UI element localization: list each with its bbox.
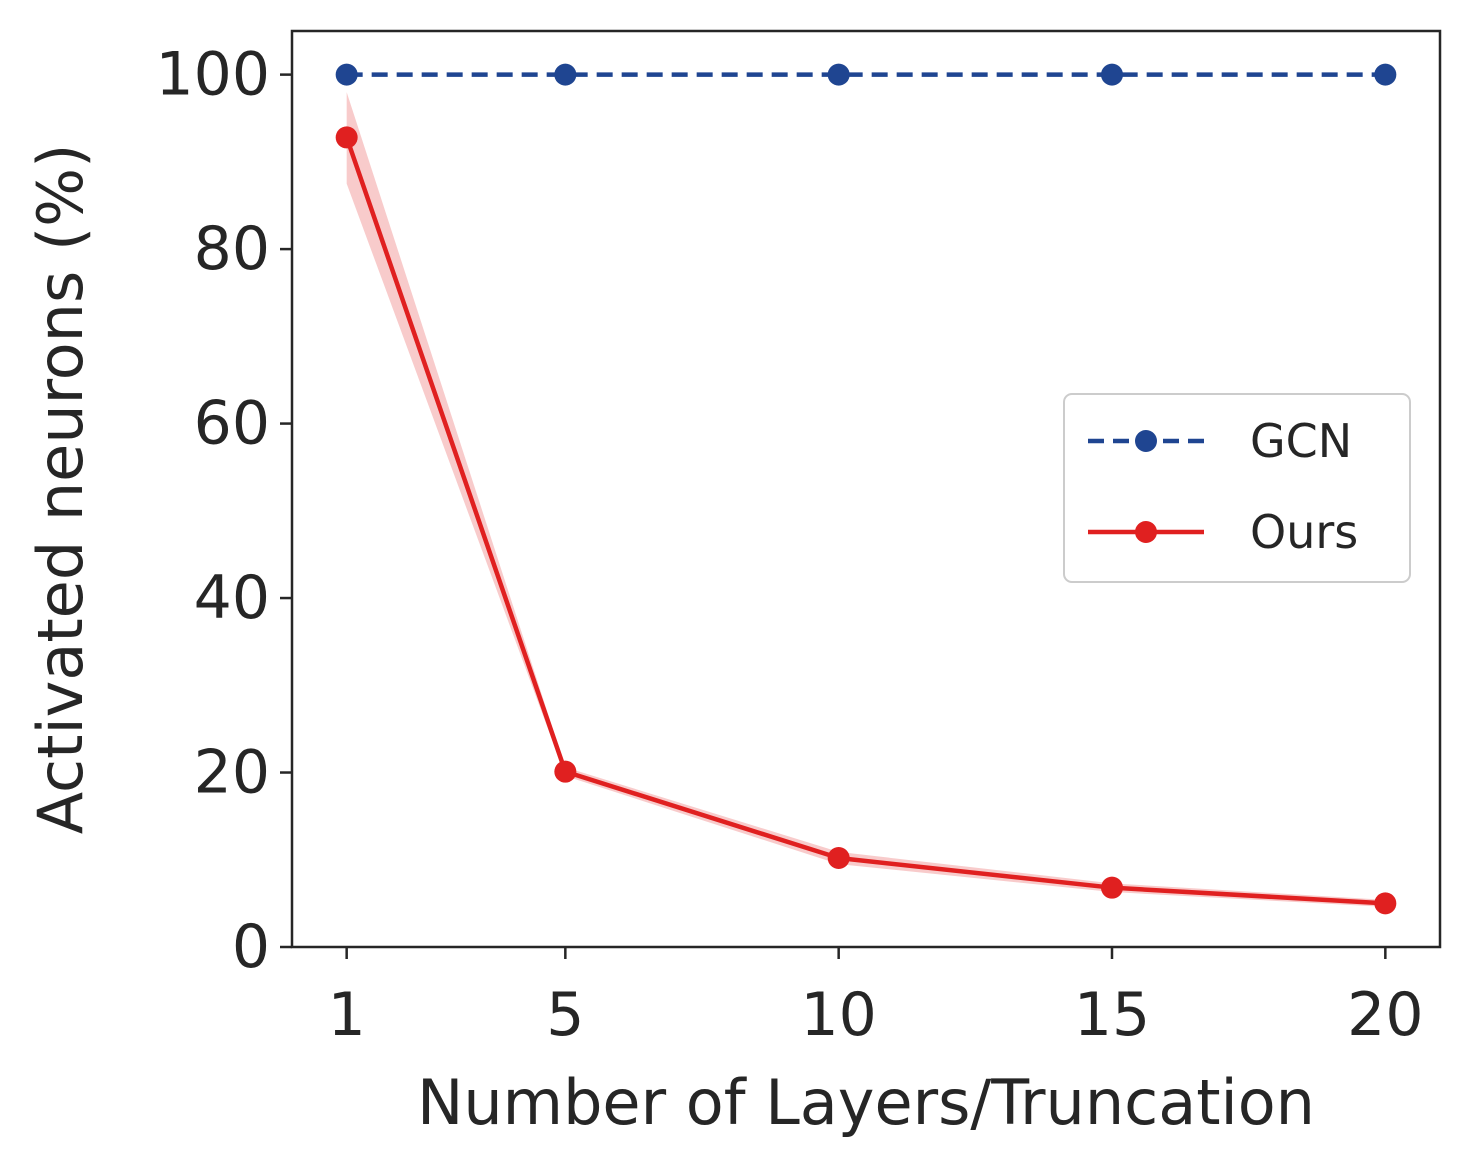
x-axis-label: Number of Layers/Truncation: [417, 1066, 1315, 1139]
legend-ours-marker: [1135, 521, 1157, 543]
series-layer: [335, 63, 1397, 915]
x-tick-label: 20: [1347, 980, 1423, 1050]
gcn-data-point: [335, 63, 358, 86]
x-tick-label: 1: [328, 980, 366, 1050]
y-tick-label: 100: [155, 40, 270, 110]
ours-data-point: [827, 847, 850, 870]
gcn-data-point: [827, 63, 850, 86]
y-tick-label: 0: [232, 912, 270, 982]
y-tick-label: 60: [194, 389, 270, 459]
ours-data-point: [554, 760, 577, 783]
x-axis: 1 5 10 15 20: [328, 947, 1424, 1050]
legend-ours-label: Ours: [1250, 505, 1358, 559]
legend-gcn-marker: [1135, 430, 1157, 452]
x-tick-label: 15: [1074, 980, 1150, 1050]
y-axis: 0 20 40 60 80 100: [155, 40, 292, 982]
ours-data-point: [1374, 892, 1397, 915]
gcn-data-point: [554, 63, 577, 86]
gcn-data-point: [1374, 63, 1397, 86]
legend-gcn-label: GCN: [1250, 414, 1352, 468]
x-tick-label: 10: [800, 980, 876, 1050]
y-tick-label: 80: [194, 214, 270, 284]
legend: GCN Ours: [1063, 393, 1411, 583]
y-tick-label: 20: [194, 738, 270, 808]
x-tick-label: 5: [546, 980, 584, 1050]
ours-data-point: [1101, 876, 1123, 899]
legend-items: GCN Ours: [1088, 414, 1358, 559]
y-axis-label: Activated neurons (%): [24, 144, 97, 835]
ours-data-point: [335, 126, 358, 149]
y-tick-label: 40: [194, 563, 270, 633]
gcn-data-point: [1101, 63, 1123, 86]
